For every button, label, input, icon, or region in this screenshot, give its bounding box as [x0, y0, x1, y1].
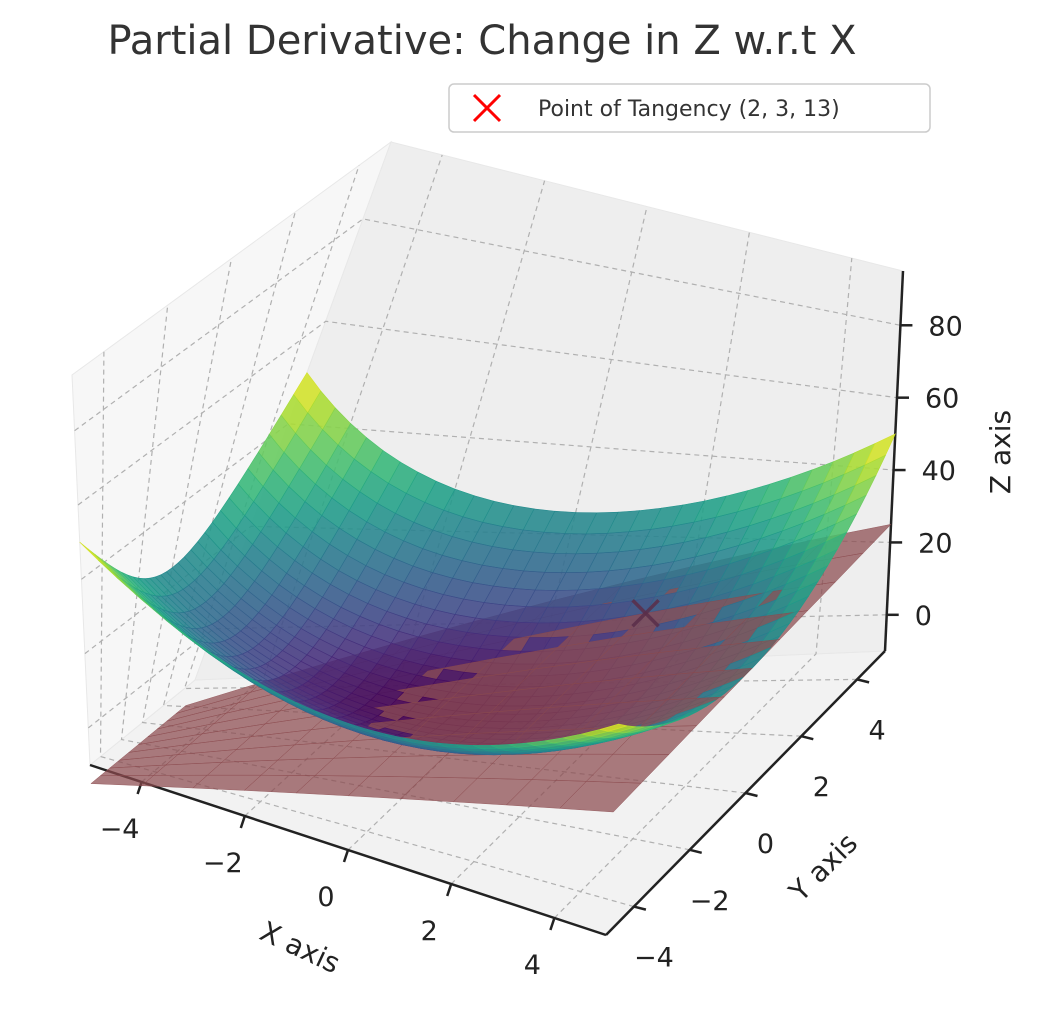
- y-tick-mark: [800, 734, 814, 741]
- z-axis-label: Z axis: [984, 410, 1017, 494]
- y-tick-label: −4: [634, 943, 674, 974]
- z-tick-label: 80: [928, 311, 962, 342]
- legend: Point of Tangency (2, 3, 13): [448, 83, 931, 133]
- chart-title: Partial Derivative: Change in Z w.r.t X: [107, 18, 856, 64]
- x-tick-mark: [342, 849, 350, 863]
- surface-plot: [79, 372, 896, 813]
- y-tick-mark: [689, 848, 703, 855]
- y-tick-mark: [856, 678, 870, 684]
- legend-box: [448, 83, 931, 133]
- x-tick-label: −4: [100, 814, 140, 845]
- grid-line-y: [120, 305, 690, 851]
- y-tick-mark: [633, 905, 647, 911]
- grid-line-z: [77, 320, 898, 506]
- y-tick-label: 2: [813, 772, 830, 803]
- y-tick-label: 4: [869, 715, 886, 746]
- z-tick-label: 20: [918, 528, 952, 559]
- x-axis-label: X axis: [255, 915, 345, 980]
- x-tick-mark: [446, 883, 453, 897]
- y-tick-label: −2: [690, 886, 730, 917]
- axis-lines: [89, 270, 913, 937]
- grid-lines: [74, 154, 901, 919]
- surface-facet: [599, 723, 628, 732]
- x-tick-label: 4: [524, 950, 541, 981]
- x-tick-mark: [549, 917, 556, 931]
- tangent-plane-facet: [559, 781, 642, 813]
- z-tick-label: 40: [922, 456, 956, 487]
- z-tick-label: 60: [925, 384, 959, 415]
- grid-line-z: [74, 218, 901, 432]
- tangency-point-marker: [631, 598, 660, 628]
- y-axis-label: Y axis: [782, 827, 864, 909]
- x-tick-label: 2: [421, 916, 438, 947]
- y-tick-label: 0: [757, 829, 774, 860]
- legend-label: Point of Tangency (2, 3, 13): [538, 97, 840, 122]
- y-tick-mark: [745, 791, 758, 798]
- z-tick-label: 0: [915, 601, 932, 632]
- x-tick-label: 0: [317, 882, 334, 913]
- z-axis-line: [883, 270, 905, 652]
- x-tick-label: −2: [203, 848, 243, 879]
- legend-marker-x-icon: [472, 93, 502, 123]
- grid-line-x: [553, 258, 853, 919]
- x-tick-mark: [239, 815, 246, 829]
